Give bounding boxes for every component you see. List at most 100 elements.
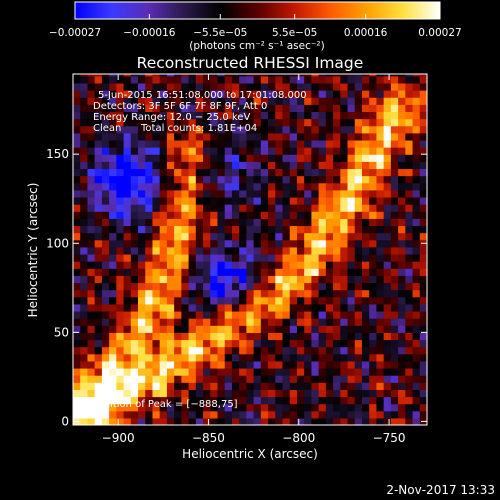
heatmap-cell [231,175,240,184]
heatmap-cell [188,139,197,148]
heatmap-cell [340,204,349,212]
heatmap-cell [246,375,255,383]
heatmap-cell [289,239,298,248]
heatmap-cell [203,375,211,383]
heatmap-cell [159,289,168,298]
heatmap-cell [87,282,96,291]
heatmap-cell [354,410,363,419]
heatmap-cell [318,211,327,219]
y-tick-label: 50 [54,325,69,339]
heatmap-cell [246,353,255,362]
heatmap-cell [253,382,262,390]
heatmap-cell [325,339,334,348]
heatmap-cell [282,346,291,355]
heatmap-cell [253,375,262,383]
heatmap-cell [275,296,284,305]
heatmap-cell [246,239,255,248]
heatmap-cell [268,268,276,276]
heatmap-cell [239,239,247,248]
heatmap-cell [246,147,255,155]
heatmap-cell [87,375,96,383]
heatmap-cell [253,289,262,298]
heatmap-cell [80,246,89,255]
heatmap-cell [217,417,226,425]
heatmap-cell [195,211,204,219]
heatmap-cell [398,147,406,155]
heatmap-cell [354,161,363,170]
heatmap-cell [101,82,110,91]
heatmap-cell [296,346,305,355]
heatmap-cell [282,318,291,326]
heatmap-cell [73,204,81,212]
heatmap-cell [101,310,110,319]
heatmap-cell [376,182,385,191]
heatmap-cell [123,111,132,120]
heatmap-cell [304,360,313,369]
heatmap-cell [354,403,363,412]
heatmap-cell [347,403,356,412]
heatmap-cell [109,204,117,212]
heatmap-cell [101,353,110,362]
heatmap-cell [369,211,378,219]
heatmap-cell [181,318,190,326]
heatmap-cell [275,139,284,148]
heatmap-cell [94,168,103,177]
heatmap-cell [181,111,190,120]
heatmap-cell [361,74,370,77]
heatmap-cell [347,282,356,291]
heatmap-cell [361,218,370,227]
heatmap-cell [101,246,110,255]
heatmap-cell [268,403,276,412]
heatmap-cell [123,97,132,105]
heatmap-cell [282,303,291,312]
heatmap-cell [224,139,233,148]
heatmap-cell [398,111,406,120]
heatmap-cell [253,139,262,148]
heatmap-cell [268,75,276,84]
heatmap-cell [376,310,385,319]
heatmap-cell [224,196,233,205]
heatmap-cell [325,246,334,255]
heatmap-cell [246,367,255,376]
heatmap-cell [354,303,363,312]
heatmap-cell [94,382,103,390]
heatmap-cell [174,218,182,227]
heatmap-cell [188,118,197,127]
heatmap-cell [383,417,392,425]
heatmap-cell [347,389,356,398]
heatmap-cell [166,232,175,241]
heatmap-cell [166,360,175,369]
heatmap-cell [239,90,247,98]
heatmap-cell [239,296,247,305]
heatmap-cell [94,154,103,162]
heatmap-cell [289,204,298,212]
heatmap-cell [195,132,204,141]
heatmap-cell [376,189,385,198]
heatmap-cell [217,118,226,127]
heatmap-cell [109,389,117,398]
heatmap-cell [116,75,125,84]
heatmap-cell [260,353,269,362]
heatmap-cell [246,318,255,326]
heatmap-cell [412,375,421,383]
heatmap-cell [80,289,89,298]
heatmap-cell [94,389,103,398]
heatmap-cell [181,303,190,312]
heatmap-cell [231,74,240,77]
heatmap-cell [231,154,240,162]
heatmap-cell [268,125,276,134]
heatmap-cell [333,318,341,326]
heatmap-cell [296,182,305,191]
heatmap-cell [354,346,363,355]
heatmap-cell [333,275,341,284]
heatmap-cell [174,310,182,319]
heatmap-cell [181,353,190,362]
heatmap-cell [138,104,146,113]
heatmap-cell [217,403,226,412]
heatmap-cell [311,318,320,326]
heatmap-cell [340,268,349,276]
heatmap-cell [318,189,327,198]
heatmap-cell [333,382,341,390]
heatmap-cell [174,168,182,177]
heatmap-cell [289,389,298,398]
